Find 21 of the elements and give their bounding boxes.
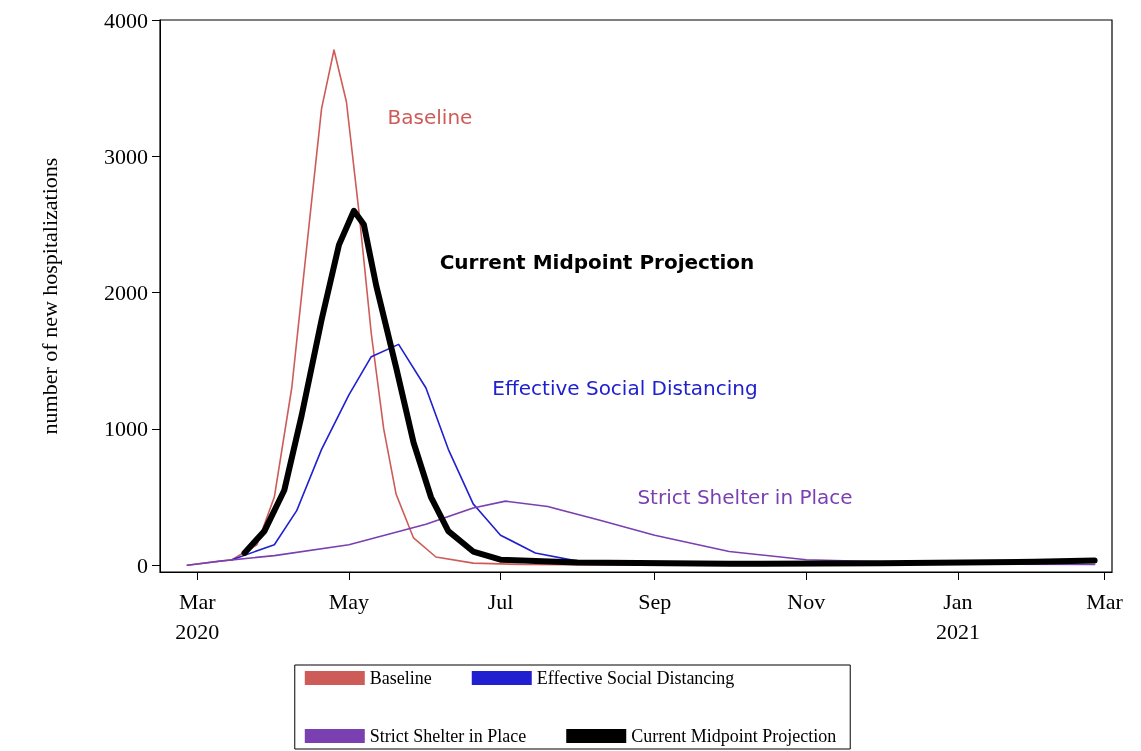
- annotation: Baseline: [387, 105, 473, 129]
- annotation: Strict Shelter in Place: [637, 485, 853, 509]
- x-tick-label: Jan 2021: [935, 588, 980, 644]
- y-tick-label: 4000: [104, 7, 148, 33]
- y-tick-label: 2000: [104, 280, 148, 306]
- annotation: Current Midpoint Projection: [439, 250, 755, 274]
- x-tick-label: Mar 2020: [175, 588, 220, 644]
- x-tick-label: Mar: [1086, 588, 1124, 614]
- annotation: Effective Social Distancing: [492, 376, 758, 400]
- x-tick-label: May: [328, 588, 370, 614]
- x-tick-label: Nov: [787, 588, 826, 614]
- legend-label: Effective Social Distancing: [536, 668, 735, 688]
- x-tick-label: Sep: [638, 588, 672, 614]
- legend-label: Current Midpoint Projection: [631, 726, 837, 746]
- y-tick-label: 1000: [104, 416, 148, 442]
- legend-label: Baseline: [369, 668, 432, 688]
- x-tick-label: Jul: [487, 588, 514, 614]
- y-tick-label: 3000: [104, 143, 148, 169]
- legend-label: Strict Shelter in Place: [369, 726, 527, 746]
- y-axis-title: number of new hospitalizations: [36, 157, 62, 435]
- y-tick-label: 0: [137, 552, 148, 578]
